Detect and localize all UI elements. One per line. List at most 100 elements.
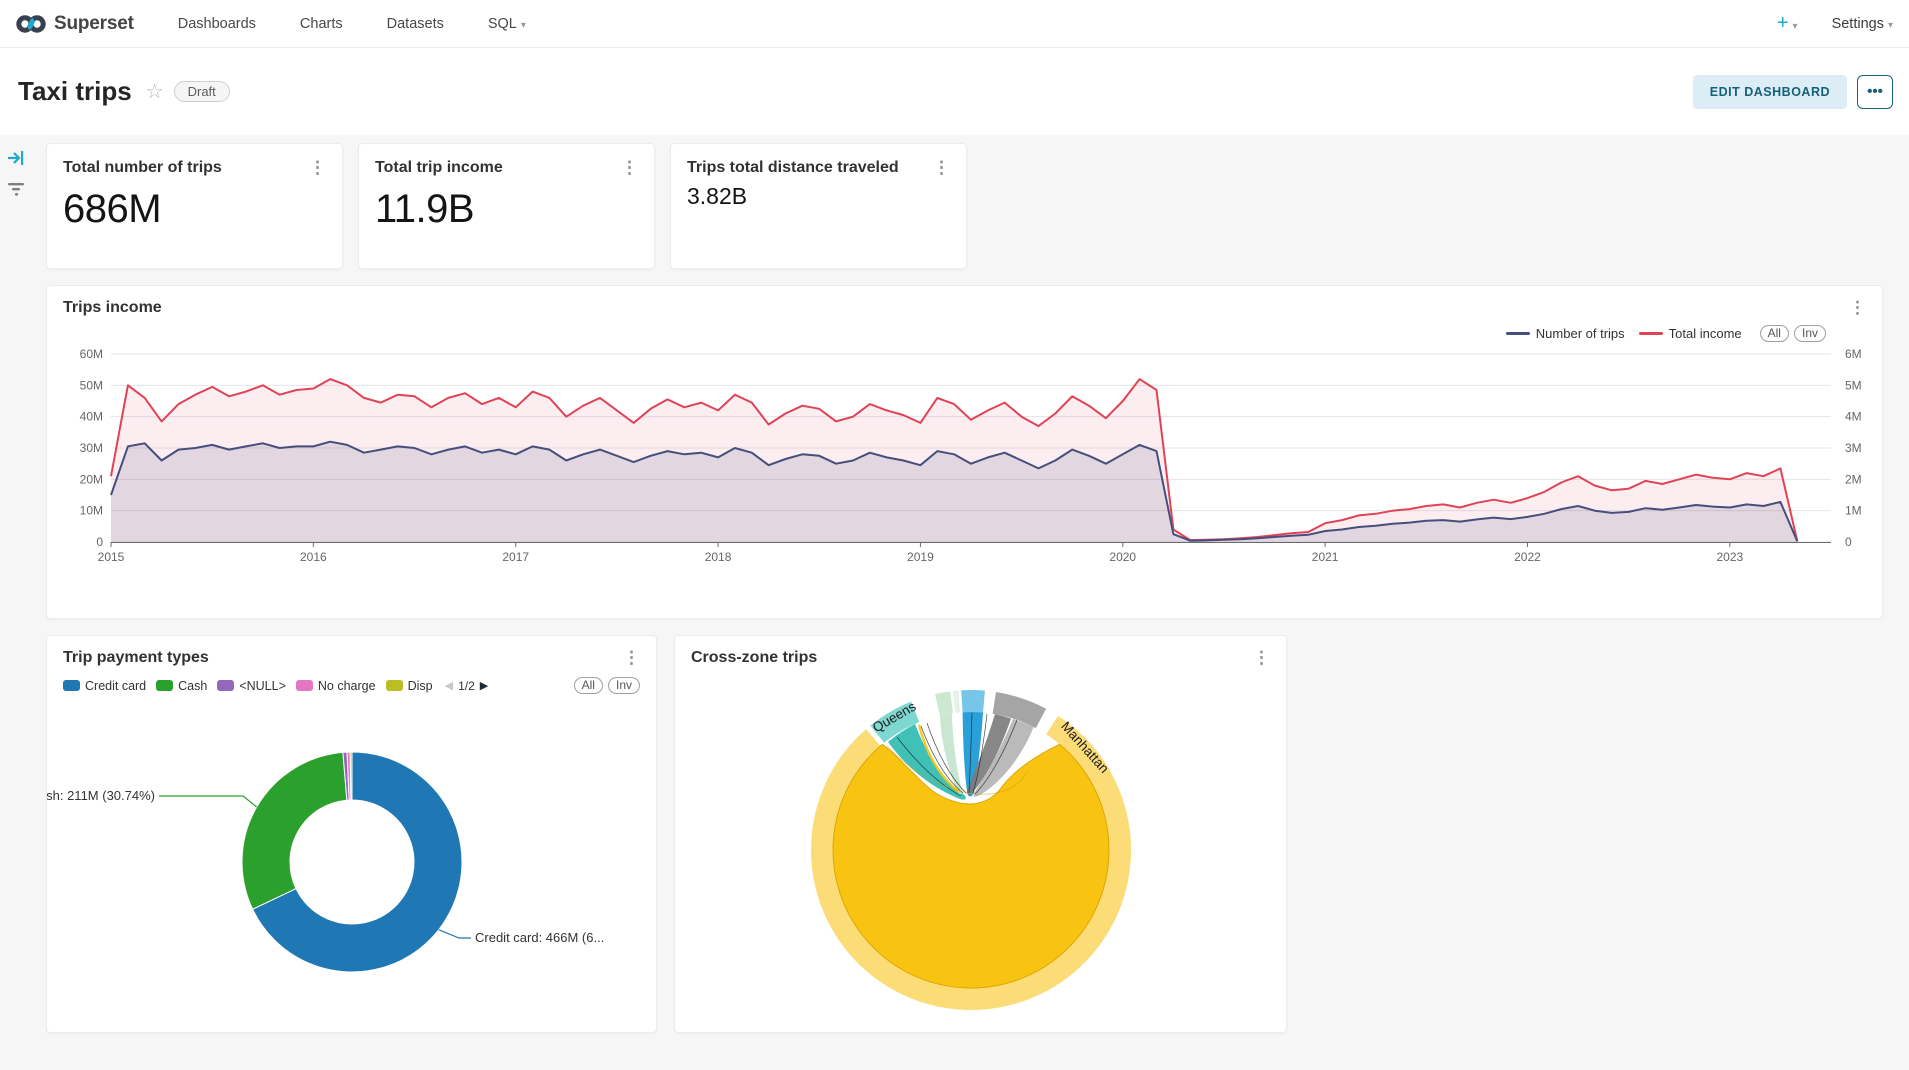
legend-inv-button[interactable]: Inv [607,677,640,694]
page-title: Taxi trips [18,76,132,106]
legend-swatch [1638,332,1663,335]
chart-title: Cross-zone trips [691,649,818,666]
kpi-title: Total trip income [375,159,503,176]
series-area-number-of-trips [111,441,1798,542]
legend-inv-button[interactable]: Inv [1793,325,1826,342]
series-line-total-income[interactable] [110,378,1799,542]
legend-item-disp[interactable]: Disp [385,679,433,693]
donut-slice-credit-card[interactable] [251,751,463,973]
nav-menu: Dashboards Charts Datasets SQL ▾ [178,16,526,32]
filter-icon[interactable] [5,179,27,199]
kebab-menu-icon[interactable]: ⋮ [621,158,638,177]
kebab-menu-icon[interactable]: ⋮ [1849,298,1866,317]
kebab-menu-icon[interactable]: ⋮ [309,158,326,177]
chord-segment-zone-a[interactable] [935,691,953,716]
legend-next-icon[interactable]: ▶ [479,680,489,692]
legend-page-indicator: 1/2 [458,678,475,693]
superset-logo[interactable]: Superset [16,13,134,35]
x-axis-year-label: 2023 [1716,550,1743,564]
y-axis-right-label: 3M [1845,441,1862,455]
chevron-down-icon: ▾ [1792,21,1798,32]
kebab-menu-icon[interactable]: ⋮ [623,648,640,667]
kpi-row: Total number of trips ⋮ 686M Total trip … [46,143,1883,269]
donut-chart[interactable]: Cash: 211M (30.74%) Credit card: 466M (6.… [47,636,658,1034]
ribbon-zone-c[interactable] [962,712,983,797]
kebab-menu-icon[interactable]: ⋮ [933,158,950,177]
donut-label-cash: Cash: 211M (30.74%) [47,788,155,803]
dashboard-more-button[interactable]: ••• [1857,74,1893,109]
x-axis-year-label: 2020 [1109,550,1136,564]
kpi-card-trip-income: Total trip income ⋮ 11.9B [358,143,655,269]
legend-item-null[interactable]: <NULL> [217,679,286,693]
x-axis-year-label: 2017 [502,550,529,564]
legend-item-credit-card[interactable]: Credit card [63,679,146,693]
series-line-number-of-trips[interactable] [110,440,1799,542]
kebab-menu-icon[interactable]: ⋮ [1253,648,1270,667]
infinity-logo-icon [16,14,46,33]
y-axis-left-label: 0 [96,535,103,549]
legend-all-button[interactable]: All [573,677,603,694]
x-axis-year-label: 2016 [300,550,327,564]
ribbon-manhattan-manhattan[interactable] [832,743,1110,989]
new-item-button[interactable]: + ▾ [1776,12,1798,34]
x-axis-year-label: 2021 [1312,550,1339,564]
dashboard-content: Total number of trips ⋮ 686M Total trip … [0,135,1909,1033]
legend-swatch [385,680,403,691]
chord-segment-zone-c[interactable] [961,690,985,713]
callout-line-credit-card [438,929,471,939]
nav-item-datasets[interactable]: Datasets [386,15,444,32]
favorite-star-icon[interactable]: ☆ [145,81,164,103]
y-axis-left-label: 10M [80,504,103,518]
ribbon-strand-gold [917,724,960,793]
legend-item-number-of-trips[interactable]: Number of trips [1505,326,1625,341]
trip-payment-types-card: Trip payment types ⋮ Credit card Cash <N… [46,635,657,1033]
brand-name: Superset [54,12,134,34]
kpi-card-total-trips: Total number of trips ⋮ 686M [46,143,343,269]
x-axis-year-label: 2018 [705,550,732,564]
kpi-title: Total number of trips [63,159,222,176]
nav-item-dashboards[interactable]: Dashboards [177,15,256,32]
edit-dashboard-button[interactable]: EDIT DASHBOARD [1692,74,1847,109]
top-nav: Superset Dashboards Charts Datasets SQL ▾… [0,0,1909,48]
y-axis-right-label: 4M [1845,410,1862,424]
settings-menu[interactable]: Settings ▾ [1831,15,1893,32]
nav-item-sql[interactable]: SQL ▾ [487,15,526,32]
ribbon-strand [972,713,988,794]
y-axis-right-label: 6M [1845,347,1862,361]
legend-prev-icon[interactable]: ◀ [444,680,454,692]
kpi-card-total-distance: Trips total distance traveled ⋮ 3.82B [670,143,967,269]
dashboard-header: Taxi trips ☆ Draft EDIT DASHBOARD ••• [0,48,1909,135]
chord-segment-zone-d[interactable] [992,691,1047,729]
trips-income-chart-card: Trips income ⋮ Number of trips Total inc… [46,285,1883,619]
ribbon-strand [968,712,973,794]
nav-item-charts[interactable]: Charts [299,15,343,32]
pie-legend: Credit card Cash <NULL> No charge Disp [63,677,640,694]
kpi-title: Trips total distance traveled [687,159,899,176]
chart-title: Trip payment types [63,649,209,666]
ribbon-zone-a[interactable] [940,713,963,795]
filter-rail [0,135,34,1033]
donut-slice-cash[interactable] [241,751,348,910]
timeseries-legend: Number of trips Total income All Inv [63,325,1826,342]
callout-line-cash [159,795,258,808]
legend-swatch [217,680,235,691]
x-axis-year-label: 2022 [1514,550,1541,564]
ribbon-edge [886,745,1028,795]
y-axis-left-label: 60M [80,347,103,361]
chevron-down-icon: ▾ [1887,19,1893,31]
legend-all-button[interactable]: All [1759,325,1789,342]
legend-item-total-income[interactable]: Total income [1638,326,1742,341]
y-axis-left-label: 40M [80,410,103,424]
legend-swatch [1505,332,1530,335]
chord-segment-zone-b[interactable] [952,690,961,713]
expand-filter-bar-icon[interactable] [6,149,26,167]
legend-item-cash[interactable]: Cash [156,679,207,693]
status-badge: Draft [173,81,230,102]
donut-slice-disp[interactable] [349,751,353,801]
x-axis-year-label: 2015 [98,550,125,564]
legend-item-no-charge[interactable]: No charge [295,679,376,693]
chord-segment-queens[interactable] [870,701,920,743]
ribbon-strand [896,736,962,797]
